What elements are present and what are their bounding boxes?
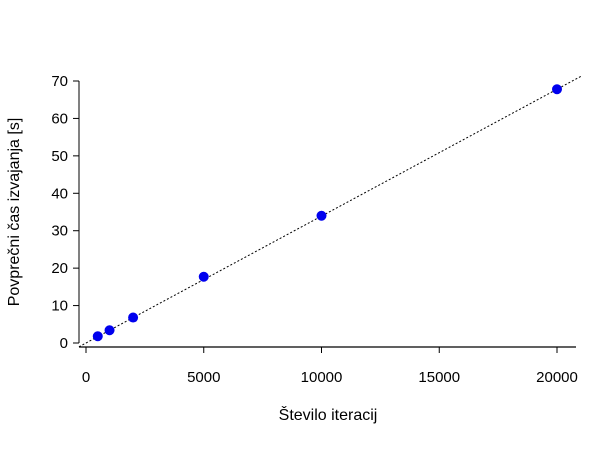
y-tick-label: 70 [51, 73, 68, 90]
x-tick-label: 0 [82, 369, 90, 386]
trend-line [78, 75, 583, 348]
y-tick-label: 10 [51, 298, 68, 315]
y-tick-label: 30 [51, 223, 68, 240]
x-tick-label: 10000 [301, 369, 343, 386]
x-tick-label: 5000 [187, 369, 220, 386]
y-tick-label: 20 [51, 260, 68, 277]
x-tick-label: 15000 [418, 369, 460, 386]
trend-line-layer [78, 75, 583, 348]
y-tick-label: 0 [60, 335, 68, 352]
y-axis-label: Povprečni čas izvajanja [s] [6, 118, 23, 307]
data-point [552, 84, 562, 95]
data-point [92, 331, 103, 342]
x-tick-label: 20000 [536, 369, 578, 386]
data-point [316, 210, 327, 221]
y-tick-label: 40 [51, 185, 68, 202]
axes: 0 10 20 30 40 50 60 70 0 5000 10000 15000 20000 [51, 73, 578, 386]
y-tick-label: 60 [51, 110, 68, 127]
data-point [128, 312, 139, 323]
y-tick-label: 50 [51, 148, 68, 165]
data-points [92, 84, 562, 342]
x-axis-label: Število iteracij [279, 405, 378, 424]
data-point [198, 271, 209, 282]
data-point [104, 325, 115, 336]
